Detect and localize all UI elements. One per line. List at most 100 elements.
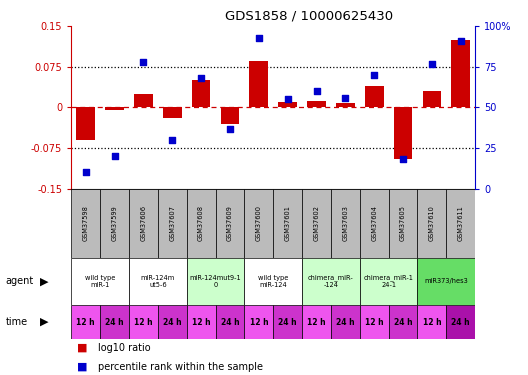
Text: chimera_miR-
-124: chimera_miR- -124 bbox=[308, 274, 354, 288]
Text: miR373/hes3: miR373/hes3 bbox=[425, 278, 468, 284]
Text: GSM37610: GSM37610 bbox=[429, 206, 435, 241]
Text: GSM37599: GSM37599 bbox=[111, 206, 118, 241]
Bar bbox=[446, 189, 475, 258]
Bar bbox=[302, 189, 331, 258]
Bar bbox=[71, 258, 129, 305]
Point bbox=[110, 153, 119, 159]
Bar bbox=[187, 189, 215, 258]
Bar bbox=[129, 305, 158, 339]
Text: GSM37609: GSM37609 bbox=[227, 206, 233, 241]
Bar bbox=[336, 103, 355, 107]
Bar bbox=[418, 189, 446, 258]
Bar bbox=[446, 305, 475, 339]
Point bbox=[226, 126, 234, 132]
Bar bbox=[274, 189, 302, 258]
Text: miR-124mut9-1
0: miR-124mut9-1 0 bbox=[190, 275, 241, 288]
Bar bbox=[365, 86, 384, 107]
Point bbox=[457, 38, 465, 44]
Text: GSM37601: GSM37601 bbox=[285, 206, 291, 241]
Text: 12 h: 12 h bbox=[365, 318, 383, 327]
Bar bbox=[394, 107, 412, 159]
Text: 24 h: 24 h bbox=[336, 318, 355, 327]
Bar bbox=[192, 80, 211, 107]
Bar bbox=[158, 189, 187, 258]
Point bbox=[341, 95, 350, 101]
Point bbox=[197, 75, 205, 81]
Bar bbox=[129, 189, 158, 258]
Bar bbox=[187, 258, 244, 305]
Bar bbox=[163, 107, 182, 118]
Bar bbox=[129, 258, 187, 305]
Bar bbox=[418, 258, 475, 305]
Point bbox=[312, 88, 320, 94]
Text: 24 h: 24 h bbox=[163, 318, 182, 327]
Point bbox=[254, 34, 263, 40]
Point bbox=[81, 170, 90, 176]
Text: 24 h: 24 h bbox=[221, 318, 239, 327]
Bar bbox=[244, 258, 302, 305]
Text: miR-124m
ut5-6: miR-124m ut5-6 bbox=[140, 275, 175, 288]
Bar bbox=[389, 189, 418, 258]
Text: GSM37611: GSM37611 bbox=[458, 206, 464, 241]
Point bbox=[284, 96, 292, 102]
Text: 24 h: 24 h bbox=[451, 318, 470, 327]
Bar bbox=[302, 305, 331, 339]
Text: agent: agent bbox=[5, 276, 34, 286]
Point bbox=[370, 72, 379, 78]
Point bbox=[428, 61, 436, 67]
Text: ■: ■ bbox=[77, 343, 87, 353]
Text: GSM37607: GSM37607 bbox=[169, 206, 175, 242]
Bar bbox=[77, 107, 95, 140]
Text: time: time bbox=[5, 317, 27, 327]
Bar bbox=[249, 62, 268, 107]
Bar bbox=[71, 189, 100, 258]
Text: GSM37605: GSM37605 bbox=[400, 206, 406, 242]
Bar bbox=[215, 305, 244, 339]
Text: chimera_miR-1
24-1: chimera_miR-1 24-1 bbox=[364, 274, 413, 288]
Bar bbox=[158, 305, 187, 339]
Bar bbox=[331, 305, 360, 339]
Bar bbox=[244, 305, 274, 339]
Text: 12 h: 12 h bbox=[77, 318, 95, 327]
Text: ■: ■ bbox=[77, 362, 87, 372]
Text: ▶: ▶ bbox=[40, 276, 48, 286]
Point bbox=[168, 137, 176, 143]
Point bbox=[139, 59, 148, 65]
Text: percentile rank within the sample: percentile rank within the sample bbox=[98, 362, 263, 372]
Text: GSM37606: GSM37606 bbox=[140, 206, 146, 242]
Bar bbox=[418, 305, 446, 339]
Bar bbox=[360, 305, 389, 339]
Text: GSM37608: GSM37608 bbox=[198, 206, 204, 242]
Text: GSM37600: GSM37600 bbox=[256, 206, 262, 242]
Text: GSM37598: GSM37598 bbox=[83, 206, 89, 241]
Text: GDS1858 / 10000625430: GDS1858 / 10000625430 bbox=[225, 9, 393, 22]
Text: 12 h: 12 h bbox=[422, 318, 441, 327]
Text: GSM37602: GSM37602 bbox=[314, 206, 319, 242]
Text: 12 h: 12 h bbox=[192, 318, 211, 327]
Text: 12 h: 12 h bbox=[307, 318, 326, 327]
Text: GSM37603: GSM37603 bbox=[342, 206, 348, 241]
Bar bbox=[278, 102, 297, 107]
Bar bbox=[100, 189, 129, 258]
Bar bbox=[215, 189, 244, 258]
Text: 24 h: 24 h bbox=[105, 318, 124, 327]
Point bbox=[399, 156, 407, 162]
Bar bbox=[331, 189, 360, 258]
Bar bbox=[105, 107, 124, 110]
Text: log10 ratio: log10 ratio bbox=[98, 343, 150, 353]
Bar bbox=[221, 107, 239, 124]
Text: 12 h: 12 h bbox=[250, 318, 268, 327]
Bar bbox=[187, 305, 215, 339]
Text: GSM37604: GSM37604 bbox=[371, 206, 377, 242]
Text: wild type
miR-1: wild type miR-1 bbox=[85, 275, 115, 288]
Bar bbox=[307, 101, 326, 107]
Bar bbox=[274, 305, 302, 339]
Bar bbox=[389, 305, 418, 339]
Bar bbox=[360, 258, 418, 305]
Bar bbox=[71, 305, 100, 339]
Bar bbox=[134, 94, 153, 107]
Text: ▶: ▶ bbox=[40, 317, 48, 327]
Bar bbox=[302, 258, 360, 305]
Bar bbox=[422, 91, 441, 107]
Text: 24 h: 24 h bbox=[278, 318, 297, 327]
